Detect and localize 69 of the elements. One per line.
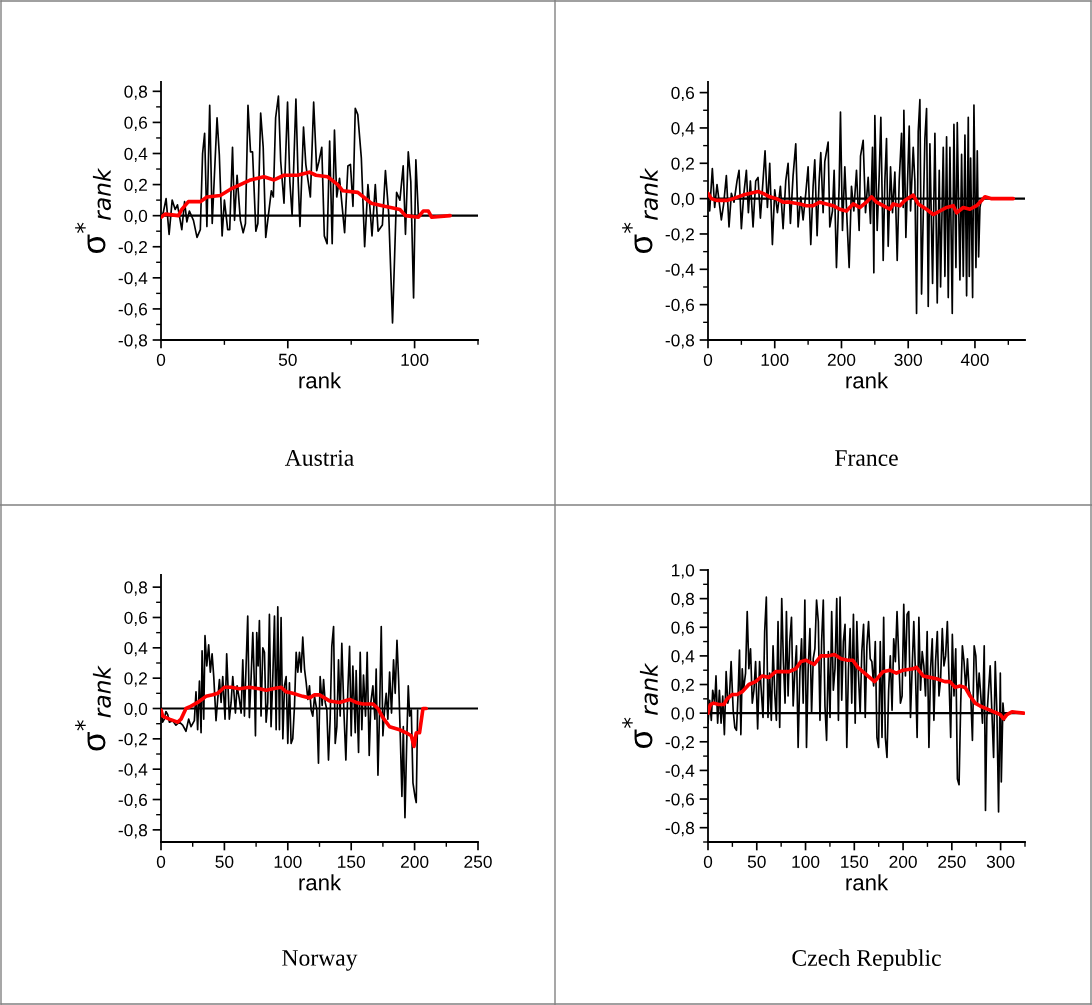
y-axis-title: σ$^{*}$$_{rank}$ — [622, 662, 658, 749]
y-tick-label: 0,4 — [124, 147, 148, 163]
y-tick-label: 0,2 — [124, 672, 147, 687]
x-tick-label: 100 — [792, 855, 820, 868]
y-tick-label: -0,6 — [118, 793, 148, 809]
y-tick-label: 0,2 — [124, 178, 147, 194]
y-tick-label: -0,6 — [665, 298, 695, 314]
x-tick-label: 250 — [464, 855, 492, 868]
y-tick-label: 0,0 — [671, 192, 695, 208]
y-tick-label: 0,4 — [671, 650, 695, 665]
y-tick-label: 0,8 — [124, 85, 148, 100]
text: Czech Republic — [792, 949, 941, 971]
y-tick-label: 0,6 — [671, 621, 695, 636]
y-tick-label: 0,6 — [671, 86, 695, 102]
x-tick-label: 150 — [338, 855, 366, 868]
y-tick-label: 0,8 — [671, 592, 695, 608]
x-axis-title: rank — [846, 874, 889, 891]
x-tick-label: 200 — [827, 353, 856, 366]
x-tick-label: 300 — [986, 855, 1015, 868]
x-axis-title: rank — [299, 874, 342, 891]
x-tick-label: 50 — [278, 353, 297, 366]
y-tick-label: -0,8 — [665, 821, 695, 837]
y-tick-label: -0,2 — [118, 733, 147, 748]
x-tick-label: 50 — [747, 855, 766, 868]
y-tick-label: 0,4 — [124, 641, 148, 657]
y-tick-label: -0,2 — [665, 228, 694, 243]
y-tick-label: -0,4 — [665, 764, 695, 779]
y-tick-label: -0,4 — [118, 763, 148, 778]
x-tick-label: 400 — [960, 353, 989, 366]
x-tick-label: 100 — [401, 353, 429, 366]
y-tick-label: 0,6 — [124, 611, 148, 626]
y-tick-label: 0,6 — [124, 116, 148, 131]
y-tick-label: 0,0 — [124, 702, 148, 718]
y-tick-label: -0,2 — [665, 735, 694, 751]
x-tick-label: 200 — [889, 855, 917, 868]
y-tick-label: 0,2 — [671, 157, 694, 172]
text: France — [835, 450, 898, 466]
y-tick-label: -0,8 — [118, 824, 148, 839]
y-tick-label: 0,0 — [124, 209, 148, 225]
y-tick-label: 0,8 — [124, 581, 148, 596]
x-tick-label: 100 — [761, 353, 789, 366]
x-tick-label: 300 — [894, 353, 923, 366]
text: Austria — [284, 450, 354, 466]
x-tick-label: 250 — [938, 855, 966, 868]
y-tick-label: -0,4 — [665, 263, 695, 278]
x-axis-title: rank — [846, 372, 889, 389]
x-tick-label: 0 — [703, 855, 713, 868]
y-axis-title: σ$^{*}$$_{rank}$ — [75, 665, 111, 751]
x-tick-label: 150 — [841, 855, 869, 868]
y-tick-label: -0,4 — [118, 272, 148, 287]
y-tick-label: -0,6 — [118, 303, 148, 318]
y-tick-label: -0,6 — [665, 793, 695, 808]
x-tick-label: 0 — [703, 353, 713, 366]
x-tick-label: 50 — [215, 855, 234, 868]
y-tick-label: -0,2 — [118, 240, 147, 256]
x-tick-label: 200 — [400, 855, 429, 868]
y-tick-label: 0,4 — [671, 122, 695, 137]
y-tick-label: -0,8 — [118, 334, 148, 349]
x-tick-label: 0 — [156, 353, 166, 366]
y-tick-label: -0,8 — [665, 334, 695, 349]
y-axis-title: σ$^{*}$$_{rank}$ — [75, 167, 111, 254]
y-tick-label: 1,0 — [672, 564, 695, 579]
y-axis-title: σ$^{*}$$_{rank}$ — [622, 167, 658, 254]
x-tick-label: 0 — [156, 855, 166, 868]
text: Norway — [282, 950, 358, 971]
x-axis-title: rank — [299, 372, 342, 389]
x-tick-label: 100 — [274, 855, 302, 868]
y-tick-label: 0,2 — [671, 678, 694, 694]
y-tick-label: 0,0 — [671, 707, 695, 722]
